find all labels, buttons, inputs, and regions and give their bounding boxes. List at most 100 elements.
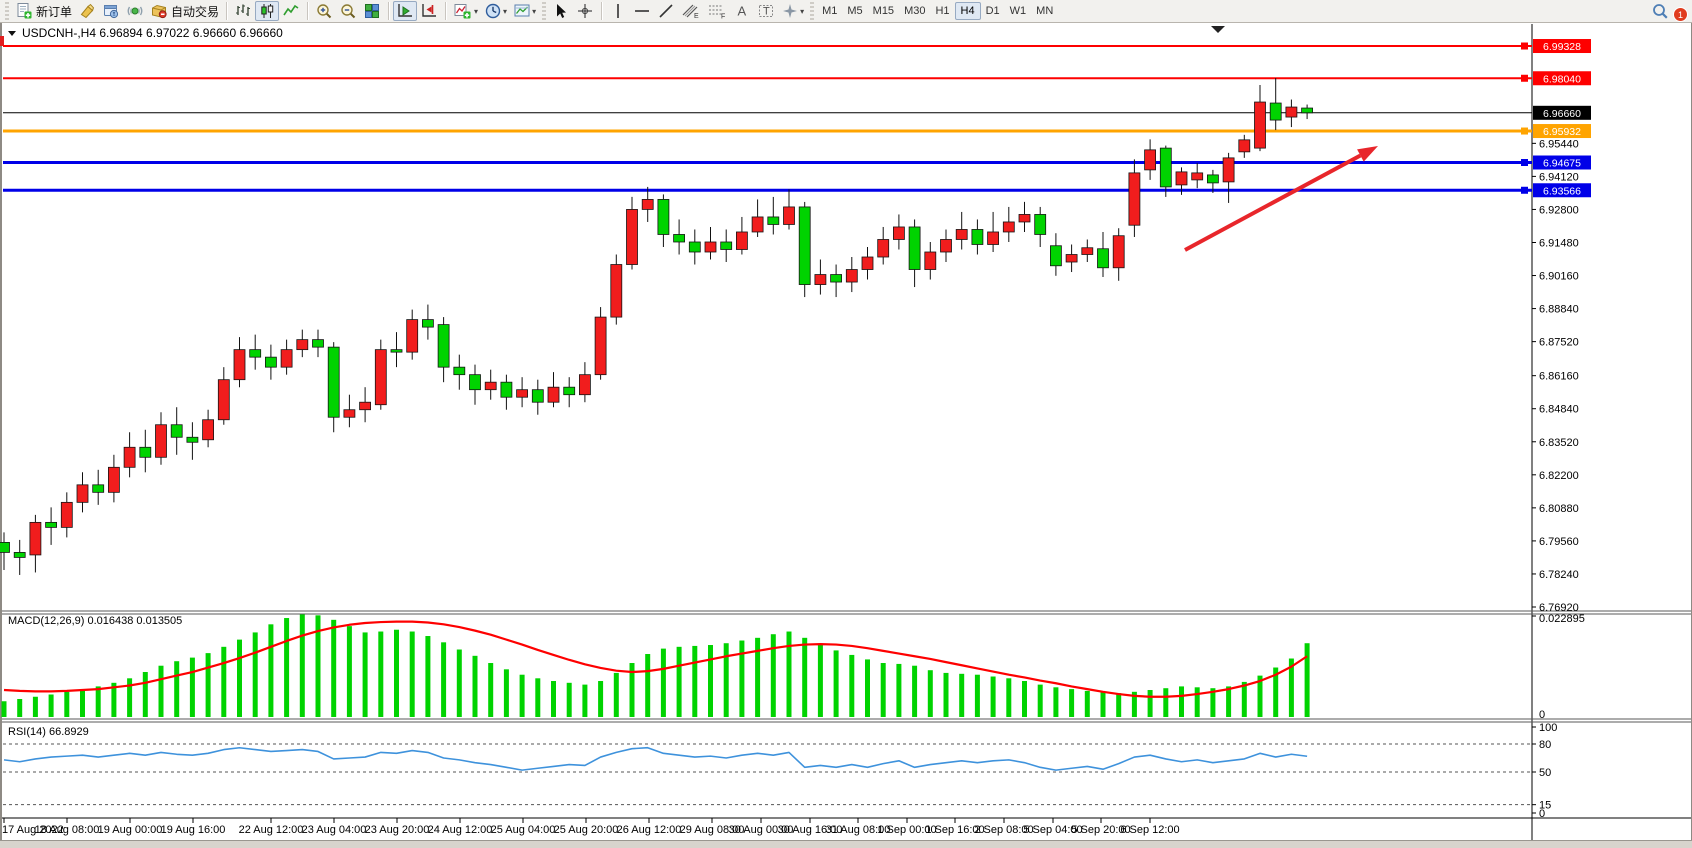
candle-body <box>1222 157 1235 183</box>
macd-histogram-bar <box>927 670 933 717</box>
time-axis-label: 19 Aug 00:00 <box>98 824 163 836</box>
symbol-dropdown-icon[interactable] <box>8 31 16 36</box>
tile-windows-icon <box>365 4 380 18</box>
price-tag <box>1533 39 1591 54</box>
timeframe-d1[interactable]: D1 <box>985 5 1000 17</box>
macd-histogram-bar <box>221 646 227 717</box>
text-button[interactable]: A <box>730 1 754 21</box>
fibonacci-button[interactable]: F <box>704 1 730 21</box>
text-label-button[interactable]: T <box>754 1 778 21</box>
auto-trading-button[interactable]: 自动交易 <box>147 1 222 21</box>
candle-body <box>751 216 764 233</box>
macd-histogram-bar <box>535 678 541 717</box>
macd-histogram-bar <box>1006 678 1012 717</box>
rsi-label: RSI(14) 66.8929 <box>8 726 89 738</box>
add-indicator-button[interactable]: ▾ <box>450 1 481 21</box>
price-axis-label: 6.88840 <box>1539 304 1579 316</box>
macd-histogram-bar <box>519 674 525 717</box>
toolbar-grip[interactable] <box>542 2 547 20</box>
macd-histogram-bar <box>378 631 384 717</box>
macd-histogram-bar <box>802 637 808 717</box>
auto-scroll-button[interactable] <box>393 1 418 21</box>
periods-button[interactable]: ▾ <box>481 1 510 21</box>
macd-histogram-bar <box>362 632 368 717</box>
macd-histogram-bar <box>1084 690 1090 717</box>
macd-histogram-bar <box>127 678 133 717</box>
trend-arrow-line[interactable] <box>1184 153 1362 252</box>
vertical-line-button[interactable] <box>606 1 630 21</box>
line-chart-button[interactable] <box>279 1 303 21</box>
toolbar-grip[interactable] <box>5 2 9 20</box>
candle-body <box>217 379 230 421</box>
timeframe-mn[interactable]: MN <box>1036 5 1054 17</box>
bar-chart-button[interactable] <box>231 1 255 21</box>
chart-shift-marker[interactable] <box>1211 26 1225 33</box>
cursor-button[interactable] <box>549 1 573 21</box>
candle-body <box>798 206 811 285</box>
candle-body <box>500 381 513 398</box>
macd-histogram-bar <box>503 669 509 717</box>
timeframe-m1[interactable]: M1 <box>822 5 838 17</box>
macd-histogram-bar <box>755 637 761 717</box>
macd-histogram-bar <box>1069 689 1075 717</box>
crosshair-button[interactable] <box>573 1 597 21</box>
timeframe-m30[interactable]: M30 <box>904 5 926 17</box>
chart-shift-button[interactable] <box>417 1 441 21</box>
tile-windows-button[interactable] <box>360 1 384 21</box>
timeframe-h1[interactable]: H1 <box>935 5 950 17</box>
macd-histogram-bar <box>566 682 572 717</box>
templates-caret: ▾ <box>532 6 537 16</box>
timeframe-h4[interactable]: H4 <box>954 2 981 20</box>
candle-body <box>830 274 842 283</box>
macd-histogram-bar <box>896 663 902 717</box>
trendline-button[interactable] <box>654 1 678 21</box>
price-axis-label: 6.78240 <box>1539 569 1579 581</box>
candlestick-chart-button[interactable] <box>255 1 280 21</box>
candle-body <box>202 419 215 441</box>
data-window-button[interactable] <box>99 1 123 21</box>
candle-body <box>280 349 293 368</box>
templates-button[interactable]: ▾ <box>510 1 539 21</box>
candle-body <box>1175 171 1188 186</box>
trend-arrow-head[interactable] <box>1357 146 1378 162</box>
auto-scroll-icon <box>398 4 413 17</box>
timeframe-w1[interactable]: W1 <box>1009 5 1027 17</box>
timeframe-m15[interactable]: M15 <box>872 5 895 17</box>
macd-signal-line <box>3 620 1308 698</box>
auto-trading-icon <box>152 4 167 19</box>
candle-body <box>579 374 591 396</box>
candle-body <box>170 424 183 438</box>
macd-histogram-bar <box>1131 691 1137 717</box>
equidistant-channel-button[interactable]: E <box>678 1 704 21</box>
candle-body <box>327 346 340 418</box>
candle-body <box>60 501 73 528</box>
rsi-axis-label: 0 <box>1539 808 1545 820</box>
new-order-button[interactable]: 新订单 <box>12 1 75 21</box>
macd-histogram-bar <box>865 659 870 717</box>
toolbar-grip[interactable] <box>810 2 815 20</box>
candle-body <box>563 386 576 396</box>
horizontal-line-button[interactable] <box>630 1 654 21</box>
macd-histogram-bar <box>645 654 651 717</box>
toolbar-separator <box>388 2 390 20</box>
zoom-out-button[interactable] <box>336 1 360 21</box>
time-axis-label: 5 Sep 20:00 <box>1071 824 1130 836</box>
candle-body <box>437 324 450 368</box>
candle-body <box>610 264 623 318</box>
candle-body <box>1207 174 1219 184</box>
price-axis-label: 6.84840 <box>1539 404 1579 416</box>
search-button[interactable] <box>1648 1 1672 21</box>
price-tag <box>1533 105 1591 120</box>
price-tag-label: 6.95932 <box>1543 126 1581 138</box>
macd-histogram-bar <box>80 689 85 717</box>
arrows-button[interactable]: ▾ <box>778 1 807 21</box>
candle-body <box>139 446 152 458</box>
candle-body <box>908 226 921 270</box>
zoom-in-button[interactable] <box>312 1 336 21</box>
chart-window <box>0 23 1692 840</box>
market-watch-button[interactable] <box>75 1 99 21</box>
navigator-button[interactable] <box>123 1 147 21</box>
timeframe-m5[interactable]: M5 <box>847 5 863 17</box>
templates-icon <box>514 4 530 17</box>
